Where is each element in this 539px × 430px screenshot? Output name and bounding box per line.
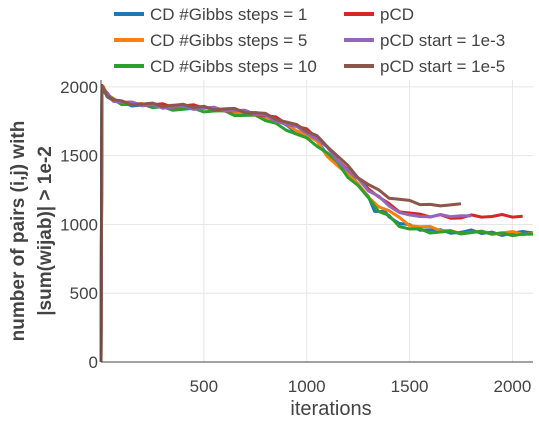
y-tick-label: 1500 (60, 147, 98, 166)
series-line-2 (99, 84, 534, 363)
legend-label: pCD start = 1e-5 (380, 57, 505, 76)
legend-item-4[interactable]: pCD (344, 5, 414, 24)
y-tick-label: 2000 (60, 78, 98, 97)
legend-label: CD #Gibbs steps = 10 (150, 57, 317, 76)
series-line-6 (99, 84, 462, 363)
series-layer (99, 84, 534, 363)
legend-item-6[interactable]: pCD start = 1e-5 (344, 57, 505, 76)
x-axis-title: iterations (290, 398, 371, 420)
y-axis-title-line-1: number of pairs (i,j) with (8, 121, 29, 342)
axes: 500 1000 1500 2000 0 500 1000 1500 2000 (60, 78, 533, 396)
x-tick-label: 2000 (494, 377, 532, 396)
legend-item-3[interactable]: CD #Gibbs steps = 10 (114, 57, 317, 76)
legend-label: pCD start = 1e-3 (380, 31, 505, 50)
legend-label: CD #Gibbs steps = 1 (150, 5, 307, 24)
y-axis-title-line-2: |sum(wijab)| > 1e-2 (35, 146, 56, 316)
legend[interactable]: CD #Gibbs steps = 1 CD #Gibbs steps = 5 CD… (114, 5, 505, 76)
grid (101, 80, 533, 362)
legend-label: CD #Gibbs steps = 5 (150, 31, 307, 50)
x-tick-label: 1000 (288, 377, 326, 396)
y-tick-label: 1000 (60, 215, 98, 234)
series-line-4 (99, 84, 523, 363)
legend-item-1[interactable]: CD #Gibbs steps = 1 (114, 5, 307, 24)
x-tick-label: 1500 (391, 377, 429, 396)
legend-label: pCD (380, 5, 414, 24)
y-tick-label: 0 (89, 353, 98, 372)
legend-item-5[interactable]: pCD start = 1e-3 (344, 31, 505, 50)
y-tick-label: 500 (70, 284, 98, 303)
legend-item-2[interactable]: CD #Gibbs steps = 5 (114, 31, 307, 50)
x-tick-label: 500 (190, 377, 218, 396)
